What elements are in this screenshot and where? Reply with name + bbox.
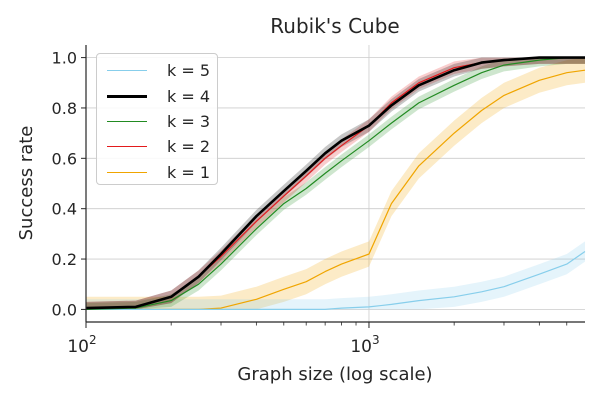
legend-item: k = 3 xyxy=(107,109,217,134)
y-tick-label: 0.8 xyxy=(52,99,77,118)
band-k1 xyxy=(86,57,585,310)
band-k5 xyxy=(86,241,585,310)
x-tick-label: 103 xyxy=(350,333,379,357)
legend-swatch xyxy=(107,120,147,122)
legend-item: k = 1 xyxy=(107,160,217,185)
x-axis-label: Graph size (log scale) xyxy=(237,364,432,385)
y-tick-label: 0.4 xyxy=(52,200,77,219)
legend-swatch xyxy=(107,94,147,98)
series-line-k5 xyxy=(86,251,586,310)
ticks: 0.0 0.2 0.4 0.6 0.8 1.0 102 103 xyxy=(52,49,568,357)
legend-swatch xyxy=(107,171,147,173)
confidence-bands xyxy=(86,57,585,310)
y-axis-label: Success rate xyxy=(16,126,37,241)
y-tick-label: 0.6 xyxy=(52,149,77,168)
legend-label: k = 2 xyxy=(167,137,211,157)
legend-item: k = 5 xyxy=(107,58,217,83)
legend-label: k = 4 xyxy=(167,86,211,106)
y-tick-label: 0.0 xyxy=(52,300,77,319)
legend-label: k = 3 xyxy=(167,111,211,131)
x-tick-label: 102 xyxy=(67,333,96,357)
chart-title: Rubik's Cube xyxy=(270,14,399,38)
legend-label: k = 1 xyxy=(167,162,211,182)
legend: k = 5 k = 4 k = 3 k = 2 k = 1 xyxy=(96,53,218,185)
legend-swatch xyxy=(107,146,147,148)
series-line-k3 xyxy=(85,56,585,310)
legend-item: k = 2 xyxy=(107,134,217,159)
y-tick-label: 1.0 xyxy=(52,49,77,68)
legend-item: k = 4 xyxy=(107,83,217,108)
y-tick-label: 0.2 xyxy=(52,250,77,269)
series-line-k4 xyxy=(85,56,585,310)
legend-swatch xyxy=(107,70,147,72)
series-lines xyxy=(85,56,586,310)
legend-label: k = 5 xyxy=(167,61,211,81)
